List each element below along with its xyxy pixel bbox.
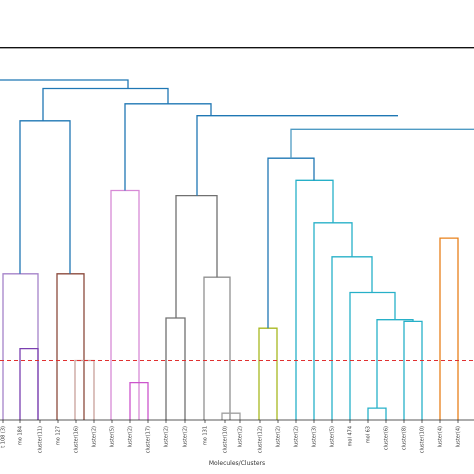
dendrogram-link-14 [376, 319, 414, 409]
dendrogram-link-12 [367, 407, 387, 420]
x-axis-label: Molecules/Clusters [209, 460, 265, 467]
dendrogram-link-23 [290, 128, 474, 159]
x-tick-label-16: luster(2) [276, 426, 282, 447]
dendrogram-link-24 [124, 103, 212, 191]
dendrogram-link-7 [165, 317, 186, 420]
dendrogram-link-25 [42, 87, 169, 121]
x-axis-tick-labels: t 108 (3) mo 184 cluster(11) mo 127 cluster(… [1, 426, 462, 453]
dendrogram-link-16 [331, 256, 373, 420]
x-tick-label-18: luster(3) [312, 426, 318, 447]
x-tick-label-19: luster(5) [330, 426, 336, 447]
dendrogram-link-21 [196, 115, 398, 196]
x-tick-label-24: cluster(10) [420, 426, 426, 453]
x-tick-label-3: cluster(11) [38, 426, 44, 453]
x-tick-label-20: mol 474 [348, 426, 354, 446]
x-tick-label-15: cluster(12) [258, 426, 264, 453]
x-tick-label-21: mol 63 [366, 426, 372, 443]
dendrogram-link-19 [439, 237, 459, 420]
x-axis-ticks [2, 420, 459, 423]
x-tick-label-14: luster(2) [238, 426, 244, 447]
dendrogram-link-17 [313, 222, 353, 420]
dendrogram-link-26 [0, 79, 129, 89]
x-tick-label-10: luster(2) [164, 426, 170, 447]
dendrogram-link-10 [175, 194, 218, 318]
dendrogram-link-15 [349, 291, 396, 420]
x-tick-label-9: cluster(17) [146, 426, 152, 453]
dendrogram-link-2 [19, 347, 39, 420]
dendrogram-link-5 [110, 189, 140, 420]
dendrogram-link-11 [258, 327, 278, 420]
x-tick-label-17: luster(2) [294, 426, 300, 447]
x-tick-label-11: luster(2) [183, 426, 189, 447]
x-tick-label-8: luster(2) [128, 426, 134, 447]
dendrogram-link-20 [19, 120, 71, 274]
x-tick-label-25: luster(4) [438, 426, 444, 447]
dendrogram-link-6 [129, 381, 149, 420]
x-tick-label-5: cluster(16) [74, 426, 80, 453]
dendrogram-link-3 [56, 273, 85, 420]
x-tick-label-1: t 108 (3) [1, 426, 7, 448]
x-tick-label-23: cluster(8) [402, 426, 408, 450]
dendrogram-links [0, 47, 474, 420]
x-tick-label-26: luster(4) [456, 426, 462, 447]
dendrogram-link-9 [221, 412, 241, 420]
x-tick-label-12: mo 131 [203, 426, 209, 445]
x-tick-label-22: cluster(6) [384, 426, 390, 450]
x-tick-label-4: mo 127 [56, 426, 62, 445]
x-tick-label-7: luster(5) [110, 426, 116, 447]
x-tick-label-6: luster(2) [92, 426, 98, 447]
x-tick-label-13: cluster(10) [223, 426, 229, 453]
dendrogram-link-22 [267, 157, 315, 329]
dendrogram-link-13 [403, 320, 423, 420]
x-tick-label-2: mo 184 [18, 426, 24, 445]
dendrogram-link-8 [203, 276, 231, 420]
